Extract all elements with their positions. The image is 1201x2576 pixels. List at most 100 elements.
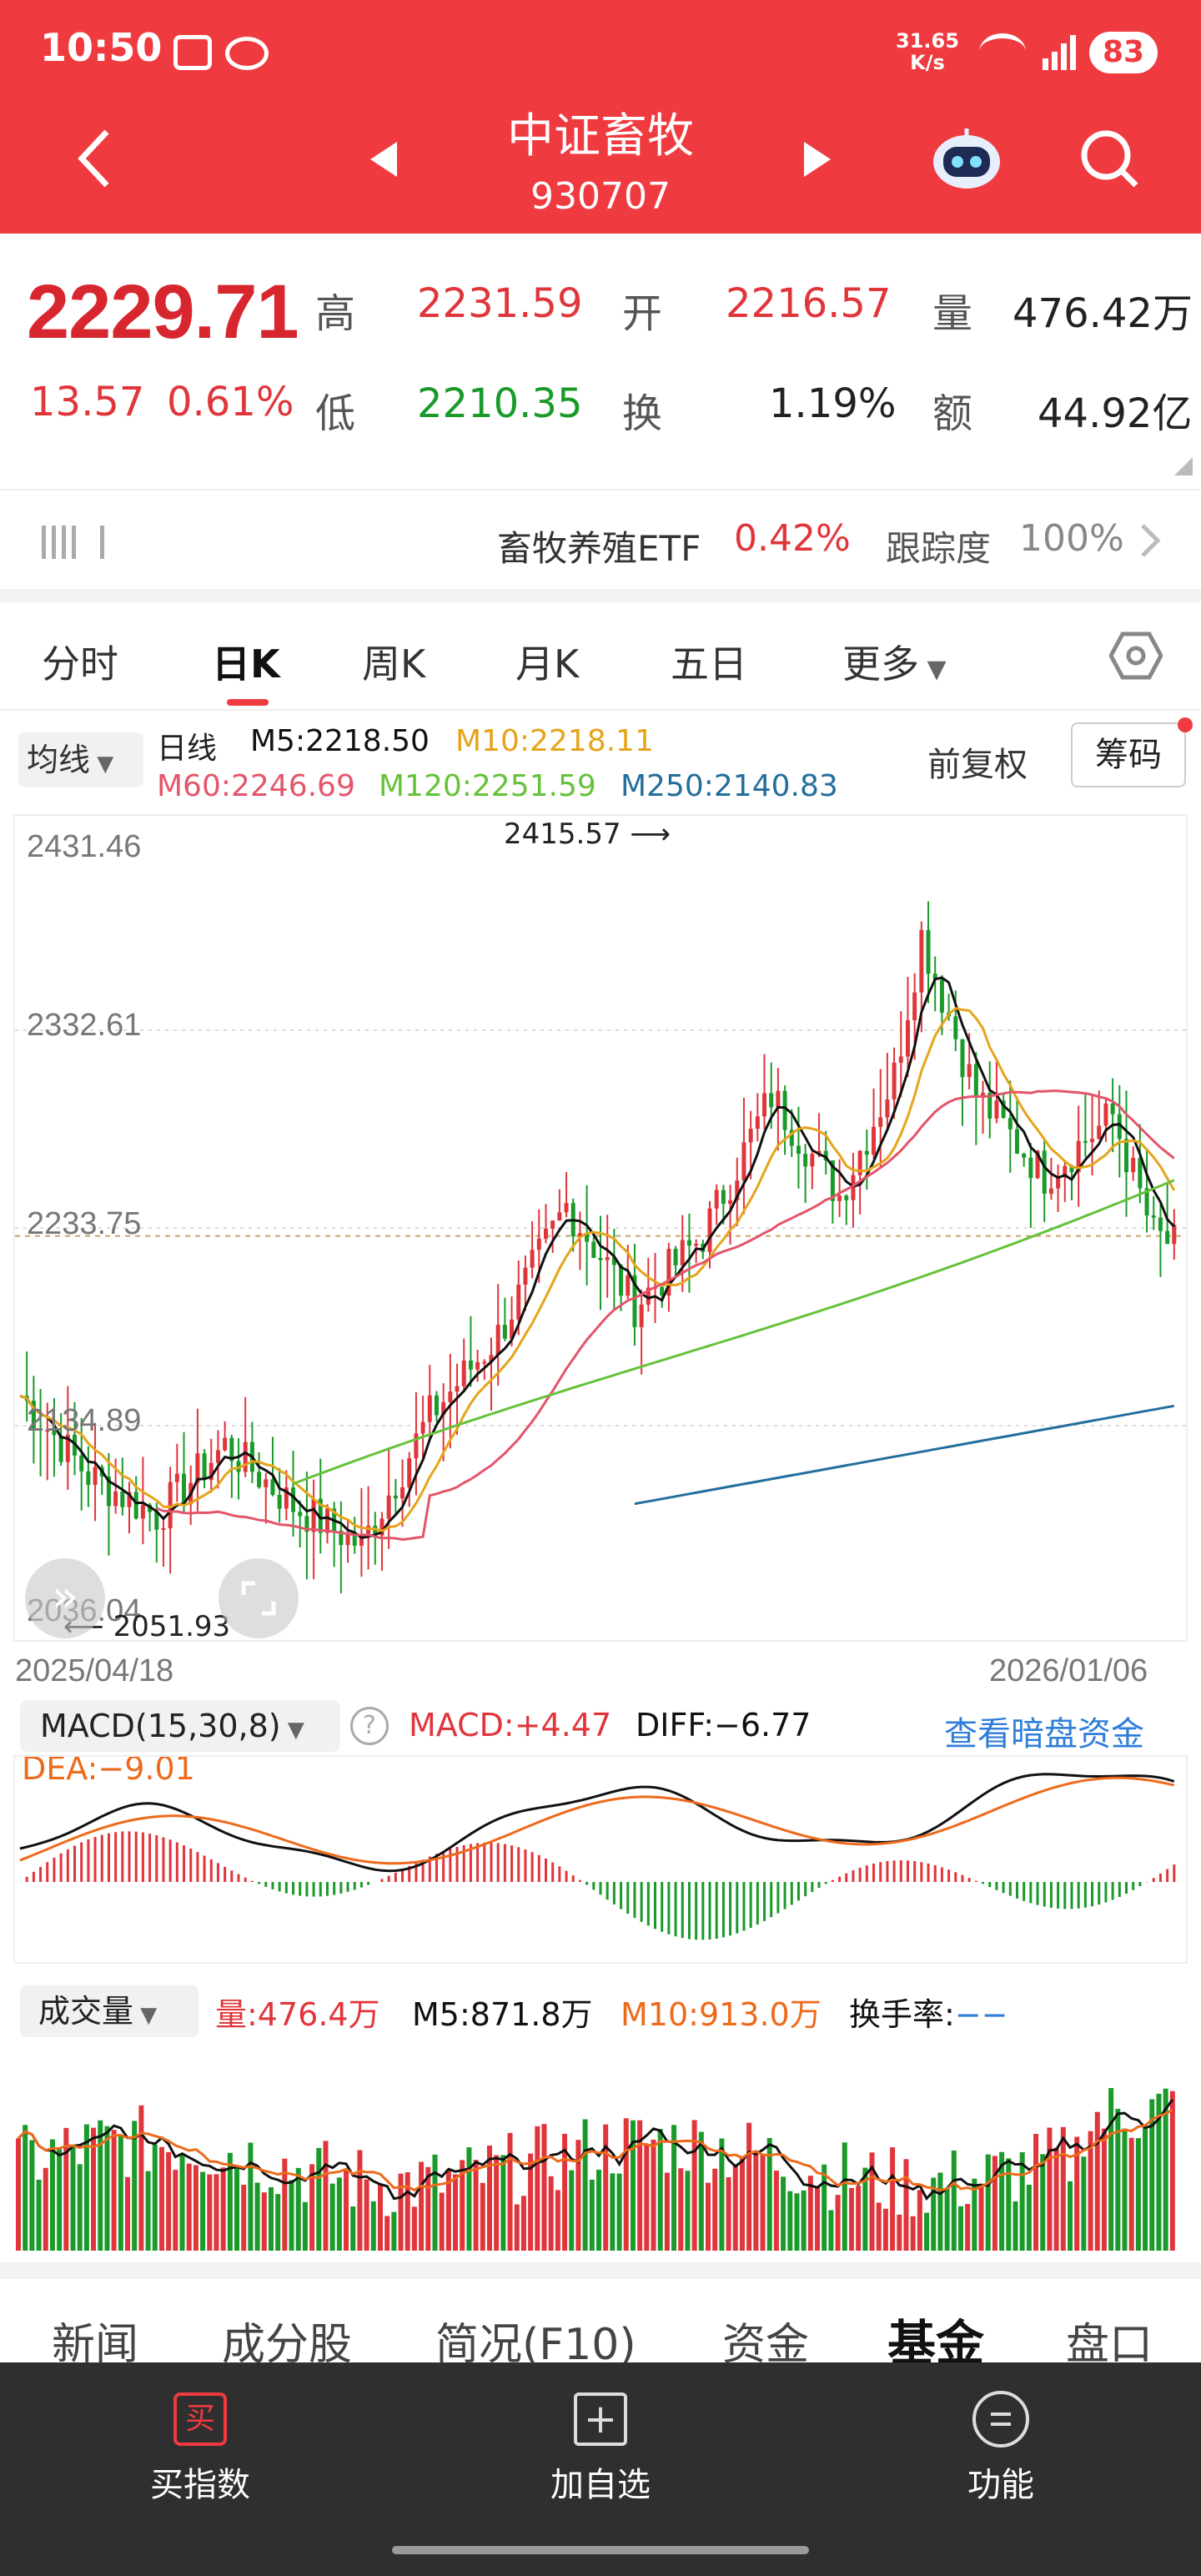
volume-selector[interactable]: 成交量 ▼ (20, 1985, 198, 2037)
tab-capital[interactable]: 资金 (722, 2320, 810, 2370)
buy-index-button[interactable]: 买 买指数 (100, 2384, 300, 2509)
candle-body (359, 1533, 364, 1546)
dark-pool-link[interactable]: 查看暗盘资金 (944, 1715, 1144, 1753)
tab-five-day[interactable]: 五日 (671, 641, 747, 687)
volume-bar (903, 2159, 909, 2251)
volume-bar (77, 2164, 83, 2251)
kline-svg (15, 901, 1186, 1593)
etf-sparkline-icon (40, 517, 115, 564)
volume-bar (460, 2160, 465, 2251)
expand-corner-icon[interactable] (1174, 457, 1193, 475)
fullscreen-button[interactable] (219, 1558, 299, 1638)
candle-body (543, 1228, 548, 1239)
candle-body (550, 1220, 555, 1229)
volume-bar (685, 2171, 691, 2251)
tab-more-label: 更多 (842, 641, 919, 687)
candle-body (557, 1212, 562, 1221)
y-tick: 2332.61 (27, 1008, 142, 1043)
candle-body (174, 1473, 179, 1482)
candle-body (379, 1518, 384, 1536)
tab-intraday[interactable]: 分时 (42, 641, 118, 687)
volume-bar (965, 2204, 971, 2251)
volume-bar (1040, 2154, 1046, 2251)
candle-body (414, 1433, 419, 1459)
candle-body (973, 1064, 978, 1098)
candle-body (1103, 1103, 1108, 1126)
tab-orderbook[interactable]: 盘口 (1066, 2320, 1153, 2370)
volume-bar (411, 2206, 417, 2251)
volume-bar (630, 2120, 636, 2251)
volume-bar (746, 2122, 752, 2251)
volume-bar (541, 2124, 547, 2251)
candle-body (803, 1154, 808, 1167)
candle-body (168, 1482, 173, 1528)
candle-body (1110, 1103, 1115, 1114)
tab-more[interactable]: 更多 ▼ (842, 634, 947, 689)
tab-constituents[interactable]: 成分股 (222, 2320, 353, 2370)
candle-body (400, 1487, 405, 1499)
volume-bar (589, 2179, 595, 2251)
volume-bar (992, 2156, 997, 2251)
etf-row[interactable]: 畜牧养殖ETF 0.42% 跟踪度 100% (0, 492, 1201, 589)
tab-monthly-k[interactable]: 月K (515, 641, 580, 687)
robot-assistant-icon[interactable] (931, 125, 1003, 192)
volume-bar (1156, 2093, 1162, 2251)
candle-body (728, 1200, 733, 1205)
candle-body (229, 1437, 234, 1462)
volume-bar (835, 2195, 841, 2251)
tab-weekly-k[interactable]: 周K (362, 641, 426, 687)
next-stock-button[interactable] (801, 140, 834, 179)
vol-ma10-line (17, 2108, 1173, 2192)
chips-button[interactable]: 筹码 (1071, 722, 1186, 787)
search-icon[interactable] (1076, 125, 1143, 192)
functions-button[interactable]: 功能 (901, 2384, 1101, 2509)
candle-body (127, 1492, 132, 1507)
tab-f10[interactable]: 简况(F10) (435, 2320, 636, 2370)
volume-bar (917, 2190, 922, 2251)
volume-bar (1060, 2126, 1066, 2251)
candle-body (93, 1467, 98, 1486)
volume-bar (186, 2163, 192, 2251)
candle-body (660, 1286, 665, 1296)
menu-circle-icon (972, 2391, 1029, 2448)
track-label: 跟踪度 (886, 528, 992, 569)
candle-body (878, 1117, 883, 1127)
volume-bar (610, 2173, 616, 2251)
volume-bar (869, 2152, 875, 2251)
volume-bar (248, 2142, 254, 2251)
tab-news[interactable]: 新闻 (52, 2320, 139, 2370)
settings-hexagon-icon[interactable] (1108, 631, 1163, 681)
volume-bar (214, 2174, 219, 2251)
volume-bar (828, 2210, 834, 2251)
candle-body (65, 1434, 70, 1462)
price-change-pct: 0.61% (167, 379, 294, 425)
help-icon[interactable]: ? (350, 1707, 389, 1745)
volume-svg (16, 2088, 1175, 2251)
volume-bar (220, 2167, 226, 2251)
candle-body (591, 1241, 596, 1259)
volume-bar (419, 2161, 425, 2251)
volume-bar (978, 2184, 984, 2251)
volume-bar (957, 2206, 963, 2251)
candle-body (352, 1532, 357, 1546)
volume-bar (494, 2155, 500, 2251)
macd-selector[interactable]: MACD(15,30,8) ▼ (20, 1700, 340, 1752)
tab-daily-k[interactable]: 日K (212, 641, 280, 687)
candle-body (755, 1116, 760, 1130)
open-label: 开 (622, 290, 663, 337)
volume-bar (49, 2139, 55, 2251)
volume-bar (842, 2142, 847, 2251)
turnover-label: 换 (622, 390, 663, 437)
volume-bar (350, 2206, 356, 2251)
adjust-mode[interactable]: 前复权 (927, 746, 1028, 784)
add-watchlist-button[interactable]: + 加自选 (500, 2384, 701, 2509)
prev-stock-button[interactable] (367, 140, 400, 179)
scroll-left-button[interactable]: » (25, 1558, 105, 1638)
candle-body (393, 1495, 398, 1499)
back-button[interactable] (73, 125, 115, 192)
kline-chart[interactable] (13, 814, 1188, 1642)
ma-selector[interactable]: 均线 ▼ (18, 732, 143, 787)
candle-body (769, 1093, 774, 1108)
tab-fund[interactable]: 基金 (887, 2315, 985, 2372)
volume-bar (173, 2170, 178, 2251)
